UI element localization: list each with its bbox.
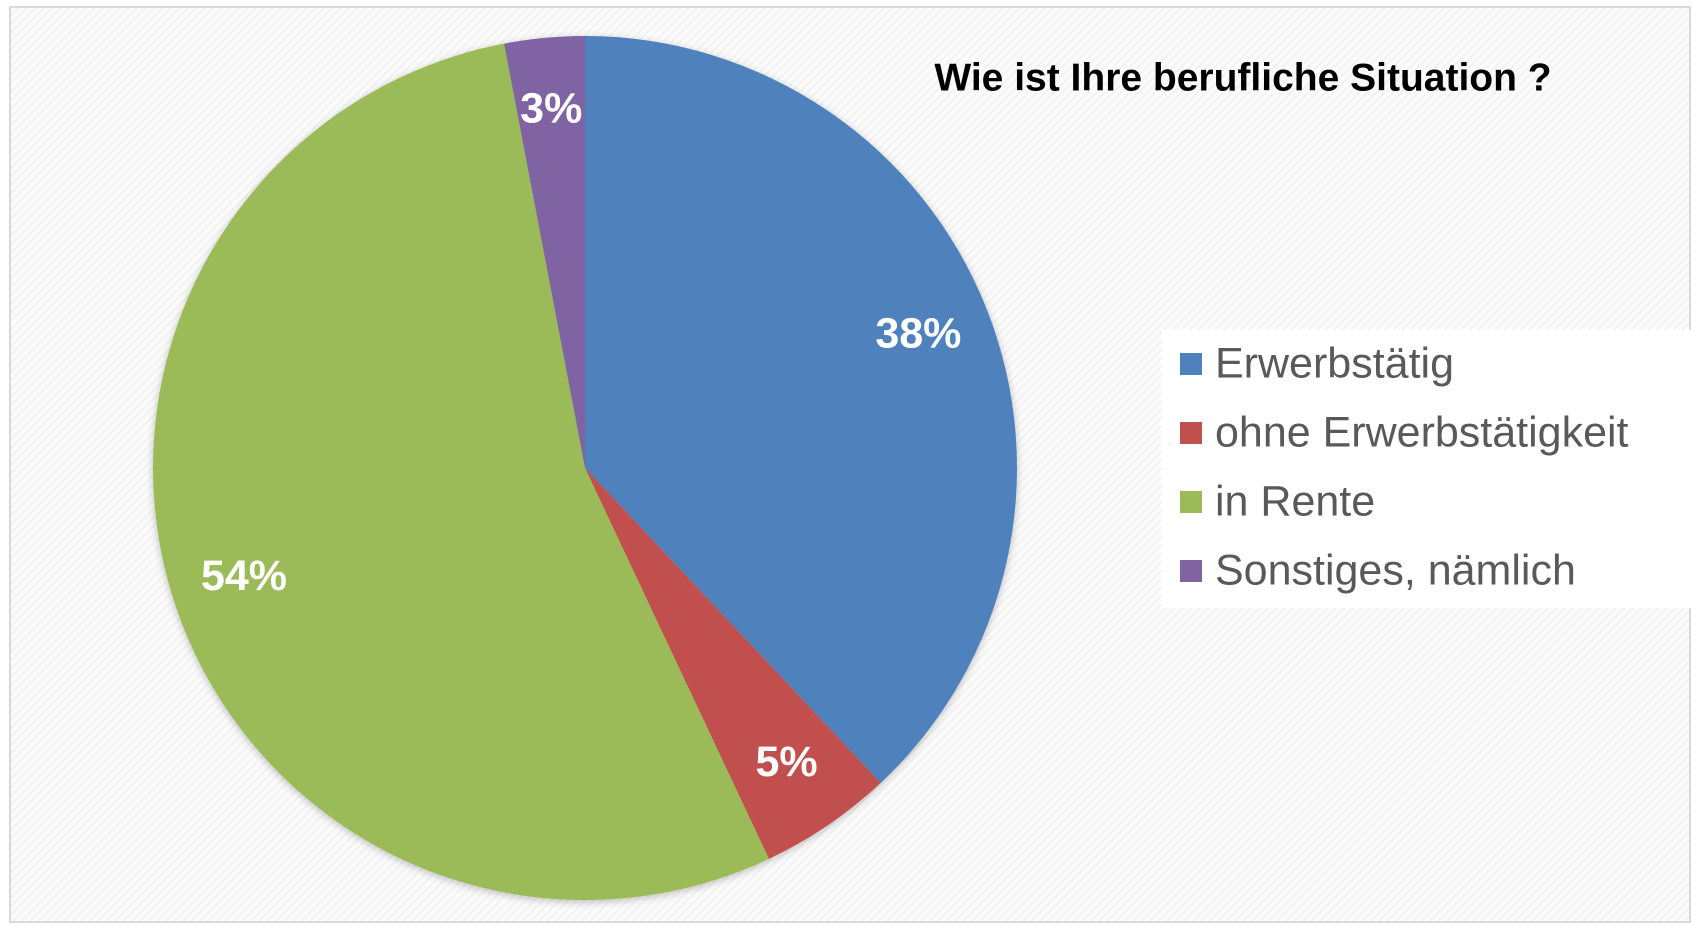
pie-slice [504, 36, 585, 468]
data-label: 54% [201, 552, 287, 600]
legend-box [1162, 330, 1692, 608]
data-label: 3% [520, 84, 582, 132]
legend-swatch [1180, 353, 1202, 375]
pie [153, 36, 1017, 900]
chart-title: Wie ist Ihre berufliche Situation ? [934, 56, 1551, 99]
pie-slice [585, 36, 1017, 783]
legend-swatch [1180, 560, 1202, 582]
legend-label: ohne Erwerbstätigkeit [1215, 408, 1629, 456]
pie-slice [585, 468, 881, 859]
legend-label: Sonstiges, nämlich [1215, 546, 1576, 594]
legend-swatch [1180, 422, 1202, 444]
pie-slice [153, 43, 769, 900]
legend-swatch [1180, 491, 1202, 513]
legend-label: Erwerbstätig [1215, 339, 1454, 387]
data-label: 5% [755, 738, 817, 786]
data-label: 38% [875, 309, 961, 357]
legend-label: in Rente [1215, 477, 1375, 525]
